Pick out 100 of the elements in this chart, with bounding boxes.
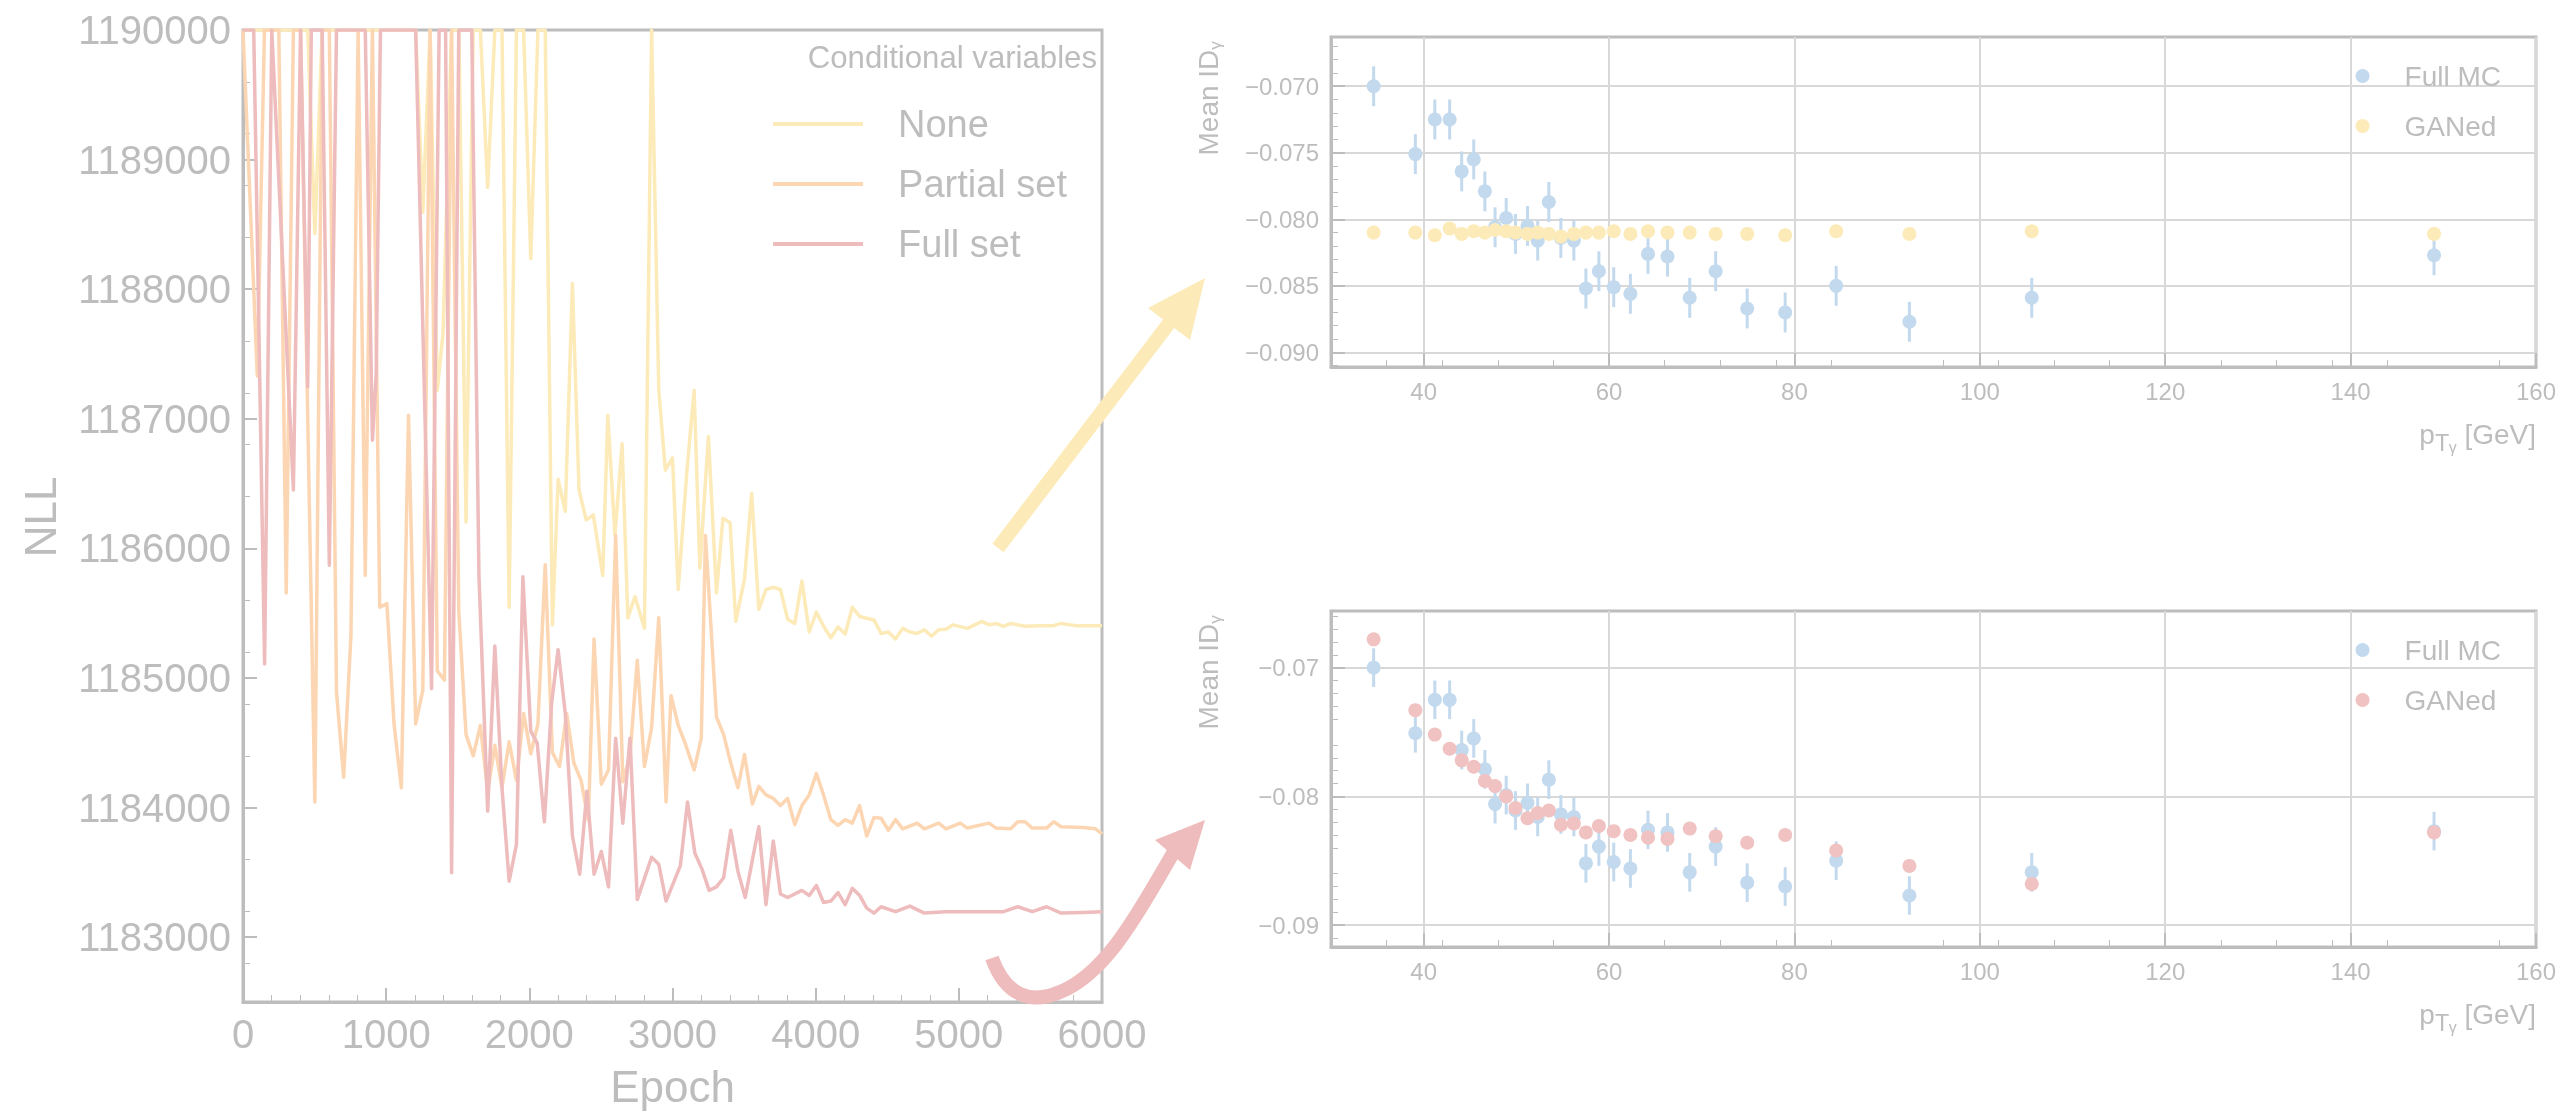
point <box>1566 816 1581 831</box>
y-tick-label: 1185000 <box>78 656 231 700</box>
point <box>1623 226 1638 241</box>
point <box>1708 226 1723 241</box>
point <box>1902 888 1917 903</box>
x-tick-label: 1000 <box>341 1012 431 1056</box>
point <box>1442 692 1457 707</box>
point <box>1660 249 1675 264</box>
y-tick-label: −0.07 <box>1258 654 1319 682</box>
x-tick-label: 5000 <box>914 1012 1004 1056</box>
point <box>1902 314 1917 329</box>
point <box>1682 865 1697 880</box>
x-tick-label: 40 <box>1410 957 1438 985</box>
point <box>1829 224 1844 239</box>
point <box>1541 803 1556 818</box>
point <box>1641 224 1656 239</box>
y-tick-label: 1190000 <box>78 8 231 52</box>
point <box>1660 225 1675 240</box>
x-tick-label: 0 <box>231 1012 255 1056</box>
point <box>1366 660 1381 675</box>
point <box>1829 843 1844 858</box>
point <box>1520 795 1535 810</box>
point <box>2427 226 2442 241</box>
y-tick-label: −0.075 <box>1244 139 1319 167</box>
point <box>1366 225 1381 240</box>
point <box>1442 741 1457 756</box>
point <box>1366 632 1381 647</box>
point <box>1682 225 1697 240</box>
x-tick-label: 40 <box>1410 377 1438 405</box>
point <box>1606 855 1621 870</box>
x-tick-label: 100 <box>1959 377 2000 405</box>
x-tick-label: 4000 <box>771 1012 861 1056</box>
point <box>2024 224 2039 239</box>
point <box>1427 228 1442 243</box>
point <box>1623 286 1638 301</box>
point <box>1499 210 1514 225</box>
x-tick-label: 80 <box>1781 377 1808 405</box>
x-tick-label: 3000 <box>628 1012 717 1056</box>
point <box>1477 184 1492 199</box>
point <box>1442 112 1457 127</box>
point <box>1902 858 1917 873</box>
point <box>1541 772 1556 787</box>
y-tick-label: 1189000 <box>78 137 231 182</box>
point <box>1454 226 1469 241</box>
point <box>1553 817 1568 832</box>
x-tick-label: 60 <box>1595 377 1623 405</box>
point <box>1408 225 1423 240</box>
point <box>1488 797 1503 812</box>
legend-label: None <box>898 103 989 145</box>
point <box>1708 829 1723 844</box>
point <box>1778 228 1793 243</box>
x-tick-label: 2000 <box>484 1012 574 1056</box>
x-tick-label: 160 <box>2515 957 2557 985</box>
point <box>2024 865 2039 880</box>
point <box>1623 861 1638 876</box>
y-axis-title: NLL <box>15 476 65 558</box>
point <box>1682 290 1697 305</box>
point <box>1466 152 1481 167</box>
point <box>1578 225 1593 240</box>
point <box>1591 839 1606 854</box>
y-tick-label: 1184000 <box>78 785 231 830</box>
y-tick-label: 1183000 <box>78 915 231 960</box>
point <box>1606 824 1621 839</box>
point <box>1740 875 1755 890</box>
point <box>1606 224 1621 239</box>
point <box>1660 831 1675 846</box>
point <box>1778 879 1793 894</box>
point <box>1578 825 1593 840</box>
legend-label: GANed <box>2404 110 2497 142</box>
point <box>1682 821 1697 836</box>
point <box>1366 79 1381 94</box>
x-tick-label: 80 <box>1781 957 1808 985</box>
legend-label: Full set <box>898 223 1021 265</box>
x-tick-label: 160 <box>2515 377 2557 405</box>
point <box>2024 876 2039 891</box>
point <box>1408 726 1423 741</box>
y-tick-label: 1188000 <box>78 267 231 312</box>
point <box>1466 759 1481 774</box>
point <box>1740 835 1755 850</box>
point <box>1591 264 1606 279</box>
point <box>1454 753 1469 768</box>
x-axis-title: p$_{Tᵧ}$ [GeV] <box>2419 999 2536 1037</box>
x-tick-label: 6000 <box>1057 1012 1147 1056</box>
legend-label: Full MC <box>2404 60 2502 92</box>
point <box>1454 164 1469 179</box>
point <box>2024 290 2039 305</box>
point <box>1591 818 1606 833</box>
point <box>1427 727 1442 742</box>
x-tick-label: 120 <box>2145 957 2186 985</box>
point <box>1442 221 1457 236</box>
y-tick-label: −0.080 <box>1244 205 1319 233</box>
point <box>1708 264 1723 279</box>
point <box>1740 226 1755 241</box>
point <box>1541 195 1556 209</box>
y-tick-label: −0.085 <box>1244 272 1319 300</box>
x-tick-label: 140 <box>2330 957 2371 985</box>
legend-label: GANed <box>2404 684 2497 716</box>
point <box>1591 225 1606 240</box>
point <box>1466 731 1481 746</box>
point <box>1488 779 1503 794</box>
